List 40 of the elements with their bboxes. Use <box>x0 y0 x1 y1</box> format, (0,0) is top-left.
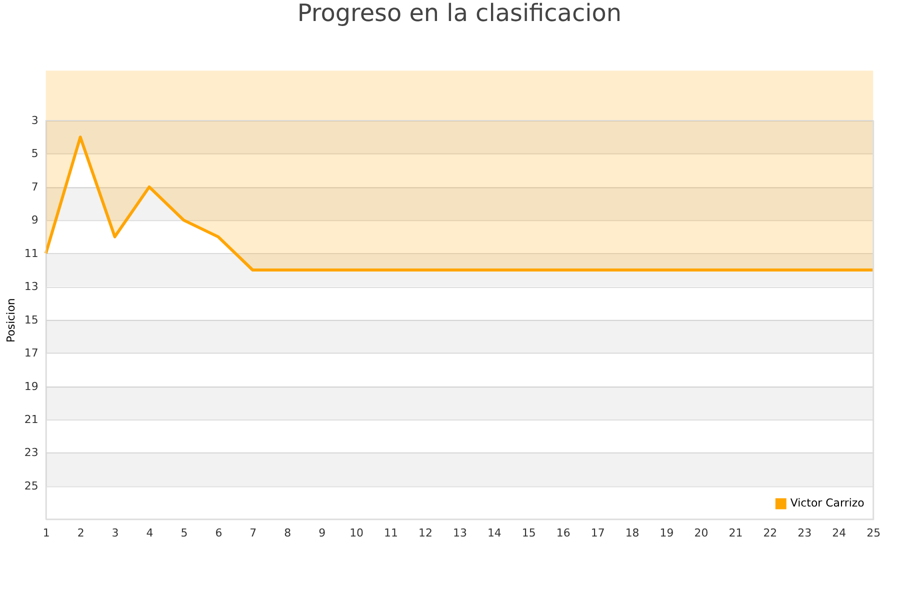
legend-label: Victor Carrizo <box>790 496 865 510</box>
x-tick-label: 7 <box>250 526 257 540</box>
y-tick-label: 9 <box>31 214 38 227</box>
x-tick-label: 20 <box>694 526 708 540</box>
x-tick-label: 3 <box>112 526 119 540</box>
x-tick-label: 25 <box>866 526 881 540</box>
x-tick-label: 11 <box>384 526 398 540</box>
y-tick-label: 21 <box>24 412 38 426</box>
y-tick-label: 5 <box>31 147 38 160</box>
y-tick-label: 25 <box>24 479 38 492</box>
x-tick-label: 13 <box>453 526 467 540</box>
x-tick-label: 12 <box>418 526 432 540</box>
x-tick-label: 4 <box>146 526 154 540</box>
y-tick-label: 3 <box>31 114 38 127</box>
x-tick-label: 18 <box>625 526 640 540</box>
x-tick-label: 21 <box>728 526 743 540</box>
y-tick-label: 15 <box>24 313 38 326</box>
x-tick-label: 10 <box>350 526 364 540</box>
x-tick-label: 24 <box>832 526 846 540</box>
x-tick-label: 9 <box>318 526 326 540</box>
x-tick-label: 16 <box>556 526 570 540</box>
y-tick-label: 7 <box>31 180 38 194</box>
x-tick-label: 22 <box>763 526 778 540</box>
y-tick-label: 17 <box>24 346 38 360</box>
y-tick-label: 11 <box>24 246 38 260</box>
y-tick-label: 19 <box>24 380 38 393</box>
y-tick-label: 13 <box>24 280 38 294</box>
x-tick-label: 14 <box>487 526 502 540</box>
x-tick-label: 15 <box>522 526 536 540</box>
x-tick-label: 8 <box>284 526 292 540</box>
x-tick-label: 5 <box>180 526 188 540</box>
x-tick-label: 19 <box>660 526 674 540</box>
chart-title: Progreso en la clasificacion <box>297 0 622 27</box>
x-tick-label: 6 <box>215 526 222 540</box>
x-tick-label: 2 <box>77 526 84 540</box>
x-tick-label: 17 <box>590 526 605 540</box>
x-tick-label: 1 <box>42 526 50 540</box>
x-tick-label: 23 <box>798 526 812 540</box>
y-axis-title: Posicion <box>4 298 18 343</box>
y-tick-label: 23 <box>24 446 38 460</box>
